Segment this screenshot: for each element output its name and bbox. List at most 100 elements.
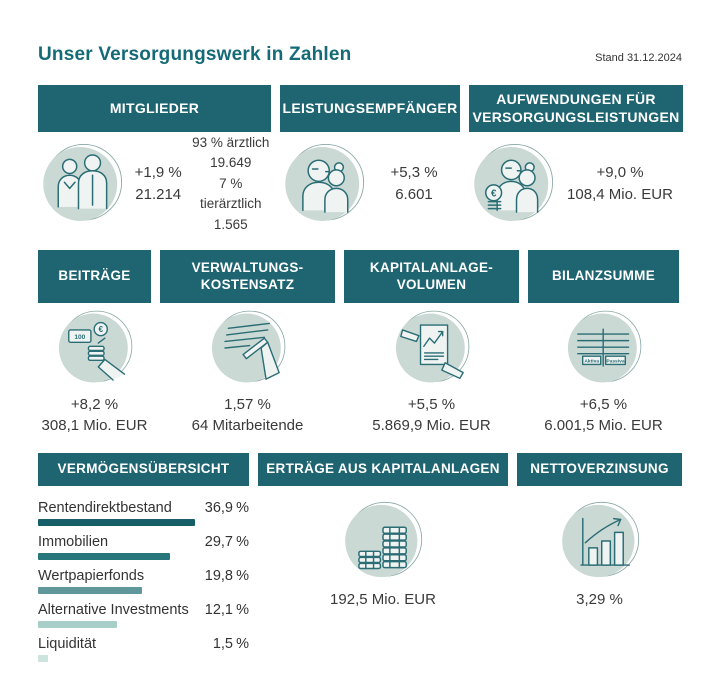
asset-row: Liquidität 1,5% [38, 636, 249, 662]
card-title: BILANZSUMME [551, 268, 656, 284]
asset-row: Wertpapierfonds 19,8% [38, 568, 249, 594]
euro-symbol: € [98, 325, 103, 334]
stat-value: 6.601 [395, 186, 433, 203]
beitraege-stat: +8,2 % 308,1 Mio. EUR [42, 394, 148, 436]
stat-change: +8,2 % [70, 396, 119, 413]
stat-value: 64 Mitarbeitende [191, 417, 304, 434]
asset-value: 36,9% [204, 500, 249, 516]
pen-paper-icon [211, 310, 285, 383]
breakdown-line: 93 % ärztlich [192, 134, 270, 150]
stat-value: 192,5 Mio. EUR [330, 591, 436, 608]
stat-value: 3,29 % [576, 591, 623, 608]
card-title: KOSTENSATZ [200, 276, 295, 292]
topbar: Unser Versorgungswerk in Zahlen Stand 31… [38, 0, 682, 66]
stat-change: +1,9 % [134, 164, 182, 181]
stat-value: 308,1 Mio. EUR [41, 417, 148, 434]
card-kapitalanlagevolumen-body: +5,5 % 5.869,9 Mio. EUR [344, 307, 519, 436]
asset-row: Rentendirektbestand 36,9% [38, 500, 249, 526]
banknote-100-label: 100 [74, 334, 85, 341]
balance-sheet-icon: Aktiva Passiva [567, 310, 641, 383]
card-nettoverzinsung: NETTOVERZINSUNG 3,29 % [517, 453, 682, 670]
card-title: VERWALTUNGS- [191, 259, 304, 275]
card-title: VERMÖGENSÜBERSICHT [57, 461, 230, 477]
asset-row: Alternative Investments 12,1% [38, 602, 249, 628]
card-beitraege-body: 100 € +8,2 % 308,1 Mio. EUR [38, 307, 151, 436]
card-ertraege-body: 192,5 Mio. EUR [258, 490, 508, 610]
coin-stacks-icon [345, 501, 423, 578]
asset-bar [38, 621, 117, 628]
retired-couple-euro-icon: € [474, 143, 554, 221]
card-nettoverzinsung-body: 3,29 % [517, 490, 682, 610]
card-kapitalanlagevolumen: KAPITALANLAGE- VOLUMEN [344, 250, 519, 436]
passiva-label: Passiva [606, 358, 625, 364]
asset-bar [38, 587, 142, 594]
card-title: AUFWENDUNGEN FÜR [496, 91, 656, 107]
asset-label: Rentendirektbestand [38, 500, 172, 516]
asset-value: 19,8% [204, 568, 249, 584]
growth-chart-icon [561, 501, 639, 578]
card-verwaltungskostensatz-body: 1,57 % 64 Mitarbeitende [160, 307, 335, 436]
card-bilanzsumme-body: Aktiva Passiva +6,5 % 6.001,5 Mio. EUR [528, 307, 679, 436]
aufwendungen-stat: +9,0 % 108,4 Mio. EUR [557, 162, 683, 206]
leistungsempfaenger-stat: +5,3 % 6.601 [368, 162, 460, 206]
card-leistungsempfaenger-body: +5,3 % 6.601 [280, 132, 460, 236]
asset-value: 1,5% [212, 636, 249, 652]
row-finances: BEITRÄGE 100 € [38, 250, 682, 436]
stat-value: 6.001,5 Mio. EUR [544, 417, 663, 434]
stat-value: 21.214 [135, 186, 182, 203]
row-assets: VERMÖGENSÜBERSICHT Rentendirektbestand 3… [38, 453, 682, 670]
asset-bar [38, 519, 195, 526]
breakdown-line: 7 % tierärztlich [199, 175, 262, 212]
asset-label: Wertpapierfonds [38, 568, 145, 584]
as-of-date: Stand 31.12.2024 [595, 52, 682, 64]
card-title: ERTRÄGE AUS KAPITALANLAGEN [266, 461, 500, 477]
investment-document-icon [395, 310, 469, 383]
card-verwaltungskostensatz-header: VERWALTUNGS- KOSTENSATZ [160, 250, 335, 303]
card-leistungsempfaenger: LEISTUNGSEMPFÄNGER +5,3 % [280, 85, 460, 236]
asset-label: Immobilien [38, 534, 109, 550]
card-title: VERSORGUNGSLEISTUNGEN [472, 108, 680, 125]
stat-change: +5,5 % [407, 396, 456, 413]
card-title: VOLUMEN [396, 276, 467, 292]
ertraege-stat: 192,5 Mio. EUR [330, 589, 436, 610]
kapitalanlagevolumen-stat: +5,5 % 5.869,9 Mio. EUR [372, 394, 490, 436]
card-title: KAPITALANLAGE- [369, 259, 494, 275]
asset-row: Immobilien 29,7% [38, 534, 249, 560]
card-leistungsempfaenger-header: LEISTUNGSEMPFÄNGER [280, 85, 460, 132]
hand-money-icon: 100 € [58, 310, 132, 383]
card-mitglieder-header: MITGLIEDER [38, 85, 271, 132]
card-bilanzsumme: BILANZSUMME Aktiva Passiva +6,5 % [528, 250, 679, 436]
stat-value: 108,4 Mio. EUR [567, 186, 673, 203]
card-mitglieder-body: +1,9 % 21.214 93 % ärztlich 19.649 7 % t… [38, 132, 271, 236]
card-mitglieder: MITGLIEDER +1,9 % [38, 85, 271, 236]
nettoverzinsung-stat: 3,29 % [576, 589, 623, 610]
asset-value: 12,1% [204, 602, 249, 618]
mitglieder-stat: +1,9 % 21.214 [126, 162, 190, 206]
breakdown-line: 19.649 [210, 155, 252, 171]
stat-change: +5,3 % [390, 164, 438, 181]
euro-symbol: € [491, 188, 497, 199]
card-bilanzsumme-header: BILANZSUMME [528, 250, 679, 303]
card-beitraege: BEITRÄGE 100 € [38, 250, 151, 436]
card-title: NETTOVERZINSUNG [530, 461, 669, 477]
asset-bar [38, 553, 170, 560]
card-beitraege-header: BEITRÄGE [38, 250, 151, 303]
card-vermoegensuebersicht-header: VERMÖGENSÜBERSICHT [38, 453, 249, 486]
stat-change: +6,5 % [579, 396, 628, 413]
row-members: MITGLIEDER +1,9 % [38, 85, 683, 236]
retired-couple-icon [285, 143, 365, 221]
asset-label: Liquidität [38, 636, 97, 652]
card-title: LEISTUNGSEMPFÄNGER [282, 99, 458, 116]
card-nettoverzinsung-header: NETTOVERZINSUNG [517, 453, 682, 486]
card-aufwendungen-body: € +9,0 % 108,4 Mio. EUR [469, 132, 683, 236]
bilanzsumme-stat: +6,5 % 6.001,5 Mio. EUR [544, 394, 662, 436]
card-aufwendungen: AUFWENDUNGEN FÜR VERSORGUNGSLEISTUNGEN [469, 85, 683, 236]
card-kapitalanlagevolumen-header: KAPITALANLAGE- VOLUMEN [344, 250, 519, 303]
asset-value: 29,7% [204, 534, 249, 550]
card-aufwendungen-header: AUFWENDUNGEN FÜR VERSORGUNGSLEISTUNGEN [469, 85, 683, 132]
asset-bar [38, 655, 48, 662]
breakdown-line: 1.565 [213, 216, 248, 232]
page-title: Unser Versorgungswerk in Zahlen [38, 44, 352, 65]
card-verwaltungskostensatz: VERWALTUNGS- KOSTENSATZ 1,57 % 64 Mitarb… [160, 250, 335, 436]
